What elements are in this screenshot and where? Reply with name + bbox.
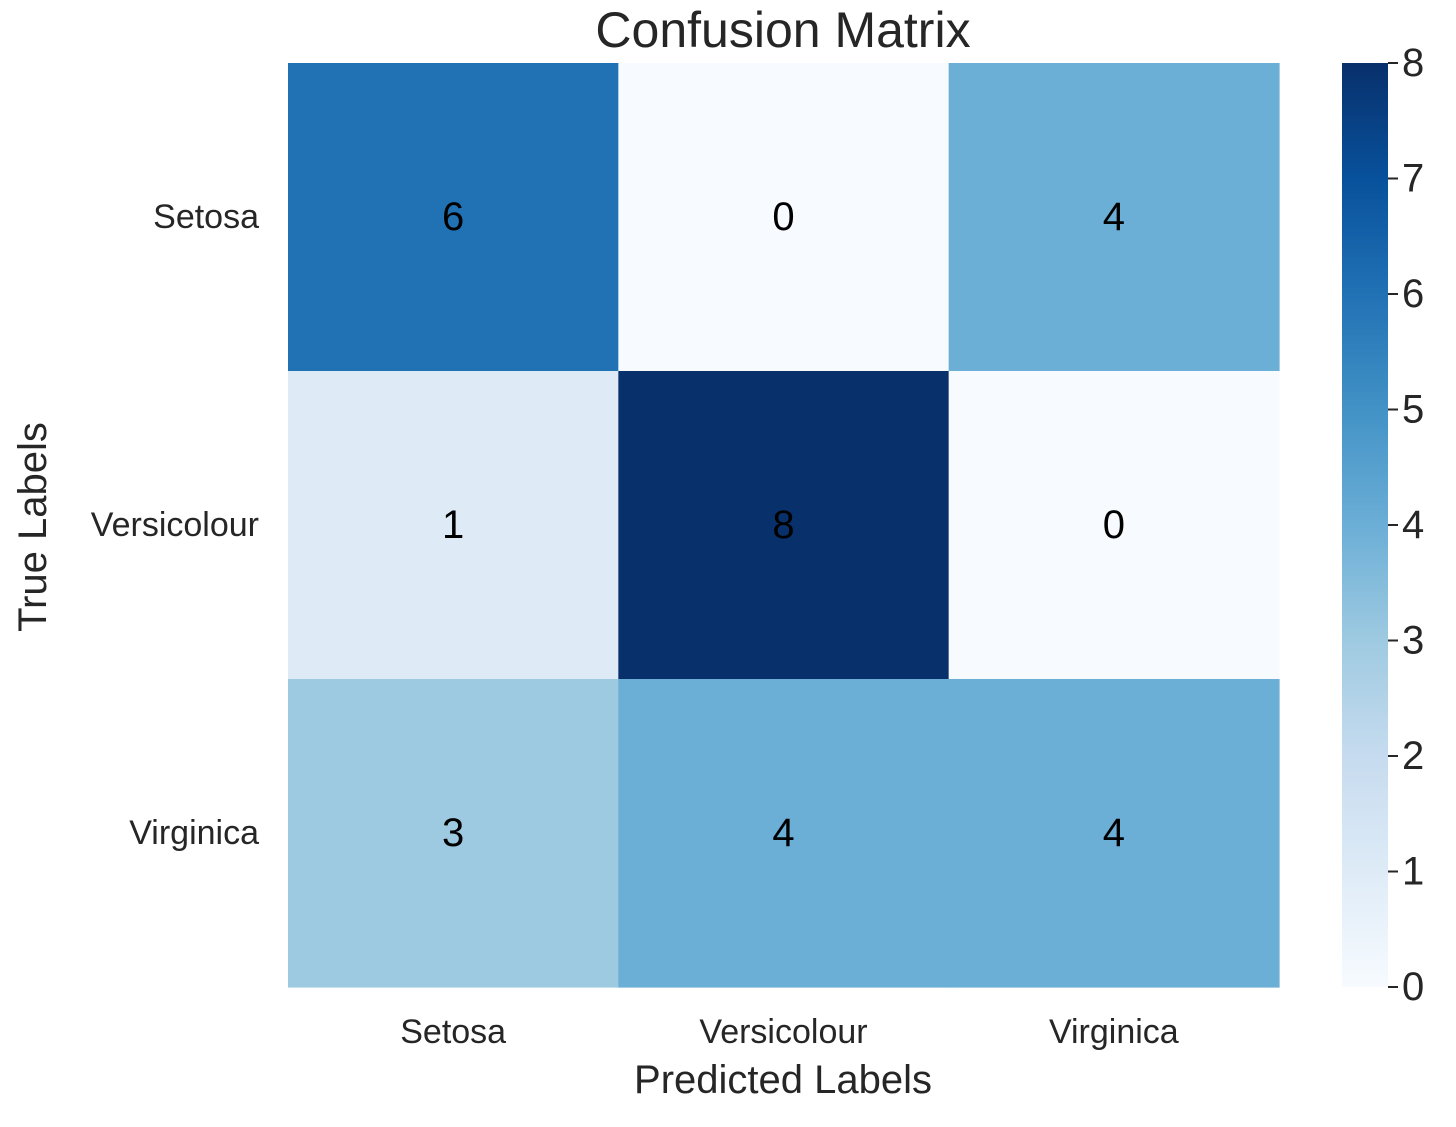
colorbar-tick-label-2: 2	[1402, 734, 1424, 778]
cell-value-r2-c2: 4	[1103, 811, 1125, 855]
colorbar-tick-label-7: 7	[1402, 157, 1424, 201]
cell-value-r0-c2: 4	[1103, 195, 1125, 239]
y-tick-virginica: Virginica	[129, 814, 259, 852]
x-tick-setosa: Setosa	[400, 1013, 506, 1051]
heatmap-cell-r0-c1	[618, 63, 950, 372]
heatmap-cell-r0-c0	[288, 63, 619, 372]
x-tick-versicolour: Versicolour	[699, 1013, 867, 1051]
colorbar-tick-label-1: 1	[1402, 850, 1424, 894]
colorbar-tick-label-5: 5	[1402, 388, 1424, 432]
x-tick-virginica: Virginica	[1049, 1013, 1179, 1051]
heatmap-cell-r1-c0	[288, 371, 619, 680]
heatmap-cell-r2-c1	[618, 679, 950, 988]
heatmap-annotations: 6 0 4 1 8 0 3 4 4	[442, 195, 1125, 855]
colorbar: 0 1 2 3 4 5 6 7 8	[1342, 41, 1424, 1009]
colorbar-gradient	[1342, 63, 1388, 987]
heatmap-cell-r0-c2	[948, 63, 1280, 372]
chart-title: Confusion Matrix	[595, 2, 970, 58]
cell-value-r2-c0: 3	[442, 811, 464, 855]
cell-value-r0-c0: 6	[442, 195, 464, 239]
x-axis-label: Predicted Labels	[634, 1058, 932, 1102]
colorbar-tick-label-6: 6	[1402, 272, 1424, 316]
heatmap-cell-r2-c0	[288, 679, 619, 988]
y-tick-setosa: Setosa	[153, 198, 259, 236]
cell-value-r2-c1: 4	[772, 811, 794, 855]
colorbar-tick-label-0: 0	[1402, 965, 1424, 1009]
y-axis-label: True Labels	[11, 422, 55, 632]
colorbar-tick-label-3: 3	[1402, 619, 1424, 663]
y-tick-versicolour: Versicolour	[91, 506, 259, 544]
x-tick-labels: Setosa Versicolour Virginica	[400, 1013, 1179, 1051]
heatmap-cell-r2-c2	[948, 679, 1280, 988]
cell-value-r1-c0: 1	[442, 503, 464, 547]
cell-value-r1-c2: 0	[1103, 503, 1125, 547]
heatmap-cell-r1-c1	[618, 371, 950, 680]
heatmap-cell-r1-c2	[948, 371, 1280, 680]
colorbar-tick-label-8: 8	[1402, 41, 1424, 85]
cell-value-r1-c1: 8	[772, 503, 794, 547]
cell-value-r0-c1: 0	[772, 195, 794, 239]
y-tick-labels: Setosa Versicolour Virginica	[91, 198, 259, 852]
colorbar-tick-label-4: 4	[1402, 503, 1424, 547]
heatmap-cells	[288, 63, 1280, 988]
